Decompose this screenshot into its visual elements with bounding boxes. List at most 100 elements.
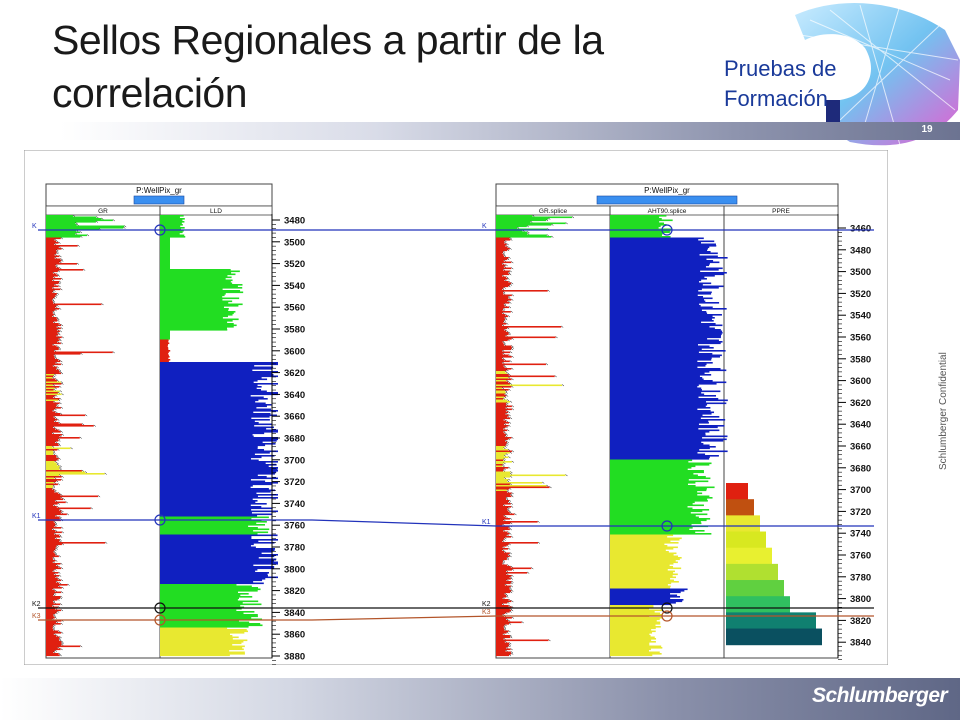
gr-curve (60, 381, 64, 384)
gr-trace (46, 435, 60, 438)
gr-trace (496, 363, 546, 366)
res-trace (160, 645, 245, 648)
res-trace (160, 491, 271, 493)
res-trace (160, 440, 277, 442)
gr-curve (503, 255, 507, 258)
gr-curve (506, 379, 509, 382)
gr-trace (46, 632, 62, 634)
gr-trace (496, 426, 506, 429)
gr-curve (511, 436, 514, 439)
res-trace (610, 368, 721, 370)
gr-curve (508, 630, 511, 633)
gr-curve (58, 346, 61, 349)
res-trace (160, 362, 278, 364)
gr-curve (502, 463, 505, 466)
gr-trace (496, 492, 512, 495)
gr-curve (55, 378, 58, 381)
gr-trace (46, 534, 60, 537)
res-trace (160, 509, 252, 511)
gr-curve (511, 652, 514, 655)
gr-curve (511, 450, 515, 453)
res-trace (160, 396, 264, 399)
gr-trace (46, 413, 61, 415)
gr-curve (79, 231, 83, 234)
res-trace (610, 599, 684, 601)
res-trace (610, 357, 712, 360)
gr-curve (76, 262, 80, 265)
res-trace (610, 359, 712, 361)
gr-curve (508, 547, 511, 550)
gr-curve (67, 583, 70, 586)
gr-trace (46, 477, 55, 480)
gr-curve (56, 249, 59, 252)
res-trace (160, 642, 242, 645)
res-trace (610, 458, 710, 460)
gr-trace (46, 510, 62, 513)
gr-trace (46, 348, 59, 351)
gr-trace (496, 479, 509, 481)
gr-curve (55, 546, 58, 549)
gr-curve (508, 424, 511, 427)
gr-trace (496, 635, 510, 637)
res-trace (610, 492, 703, 495)
gr-curve (510, 505, 514, 508)
res-trace (610, 540, 671, 543)
gr-curve (551, 223, 554, 226)
depth-label: 3660 (850, 442, 871, 453)
gr-trace (496, 513, 515, 516)
res-trace (160, 578, 266, 580)
res-trace (610, 582, 672, 585)
res-trace (160, 522, 257, 525)
gr-curve (504, 316, 507, 319)
gr-trace (496, 443, 507, 445)
res-trace (610, 522, 702, 525)
res-trace (610, 579, 674, 582)
res-trace (610, 404, 708, 406)
gr-curve (508, 388, 511, 391)
gr-curve (509, 270, 512, 273)
res-trace (160, 587, 259, 589)
gr-curve (52, 301, 56, 304)
gr-curve (510, 577, 513, 580)
res-trace (610, 467, 692, 469)
gr-trace (496, 447, 504, 450)
gr-curve (60, 622, 63, 625)
ppre-block (726, 547, 772, 565)
res-trace (610, 243, 716, 246)
res-trace (160, 426, 274, 429)
res-trace (610, 510, 703, 513)
gr-curve (104, 472, 107, 475)
gr-curve (506, 369, 509, 372)
gr-trace (496, 440, 506, 442)
gr-curve (509, 576, 512, 579)
gr-curve (59, 654, 62, 657)
res-trace (160, 461, 278, 463)
gr-curve (80, 352, 83, 355)
gr-trace (496, 579, 507, 582)
gr-curve (503, 625, 506, 628)
gr-trace (496, 587, 510, 589)
gr-curve (508, 543, 511, 546)
gr-curve (502, 561, 505, 564)
res-trace (160, 632, 245, 634)
res-trace (610, 468, 688, 471)
res-trace (160, 345, 168, 348)
res-trace (160, 395, 251, 397)
gr-trace (496, 272, 509, 274)
gr-trace (46, 351, 113, 354)
gr-curve (57, 448, 60, 451)
gr-trace (46, 342, 61, 345)
gr-curve (549, 486, 552, 489)
res-trace (160, 591, 238, 594)
res-trace (160, 464, 277, 466)
gr-trace (496, 351, 511, 354)
gr-trace (496, 368, 512, 370)
res-trace (610, 566, 674, 568)
gr-curve (56, 505, 59, 508)
gr-curve (508, 333, 511, 336)
res-trace (160, 372, 273, 375)
res-trace (610, 390, 721, 393)
res-trace (160, 404, 272, 406)
gr-trace (46, 468, 60, 471)
res-trace (610, 417, 701, 420)
